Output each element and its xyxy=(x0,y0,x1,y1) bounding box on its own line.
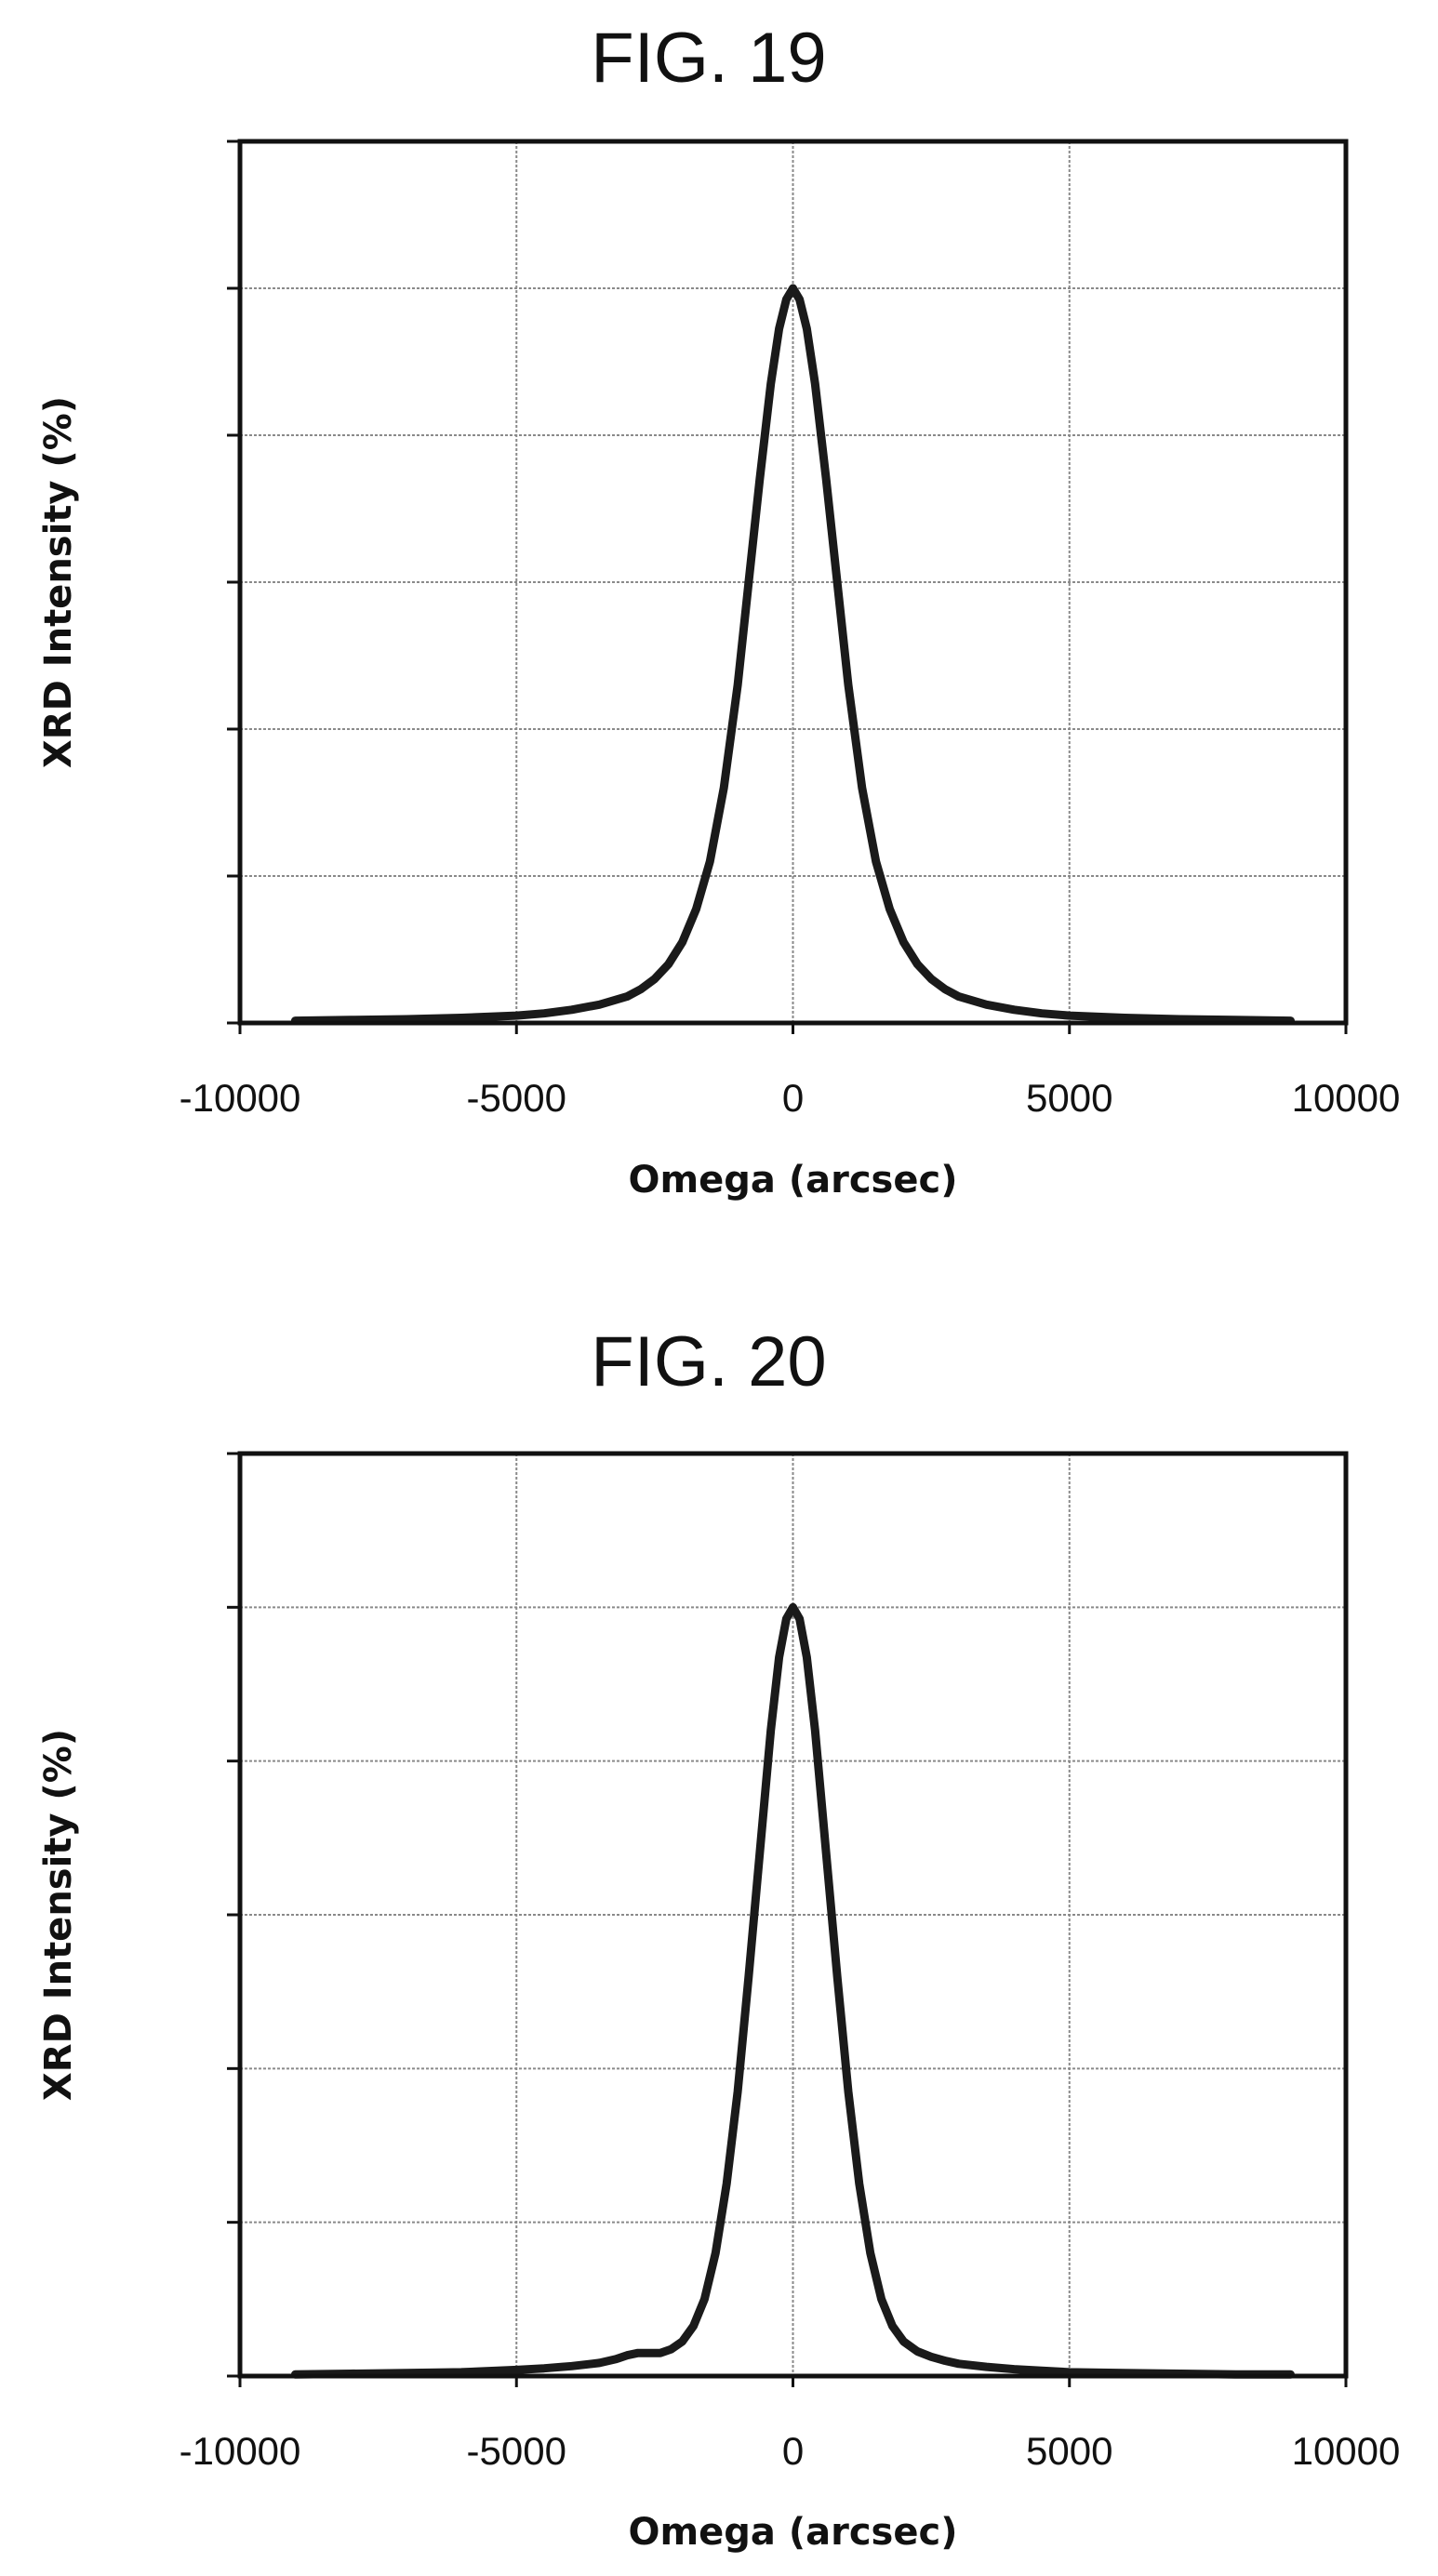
x-axis-label: Omega (arcsec) xyxy=(628,2511,957,2554)
x-tick-label: -5000 xyxy=(467,2429,566,2473)
plot-frame xyxy=(237,139,1349,1026)
x-axis-label: Omega (arcsec) xyxy=(628,1159,957,1202)
x-tick-label: 5000 xyxy=(1026,2429,1112,2473)
chart-title: FIG. 19 xyxy=(591,19,826,98)
chart-2: FIG. 20 -10000 -5000 0 5000 10000 Omega (arcse… xyxy=(37,1322,1400,2554)
x-tick-label: 10000 xyxy=(1292,2429,1401,2473)
chart-1: FIG. 19 -10000 -5000 0 5000 10000 Omega (arcse… xyxy=(37,19,1400,1202)
y-axis-label: XRD Intensity (%) xyxy=(37,396,80,768)
x-tick-label: 5000 xyxy=(1026,1076,1112,1120)
series-line xyxy=(290,1602,1295,2379)
y-axis-label: XRD Intensity (%) xyxy=(37,1729,80,2101)
chart-title: FIG. 20 xyxy=(591,1322,826,1401)
x-tick-label: 0 xyxy=(782,1076,804,1120)
x-tick-label: -5000 xyxy=(467,1076,566,1120)
x-tick-label: -10000 xyxy=(180,1076,301,1120)
series-line xyxy=(290,284,1295,1026)
x-tick-label: 10000 xyxy=(1292,1076,1401,1120)
x-tick-label: 0 xyxy=(782,2429,804,2473)
x-tick-label: -10000 xyxy=(180,2429,301,2473)
plot-frame xyxy=(237,1451,1349,2379)
